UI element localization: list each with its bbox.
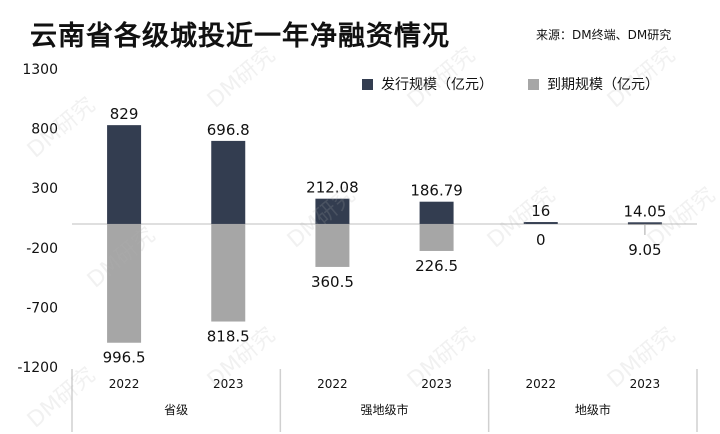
data-label-maturity: 0 bbox=[536, 231, 546, 249]
chart-title: 云南省各级城投近一年净融资情况 bbox=[30, 21, 450, 52]
data-label-issuance: 14.05 bbox=[623, 202, 666, 220]
y-tick-label: 1300 bbox=[22, 62, 58, 78]
data-label-maturity: 360.5 bbox=[311, 273, 354, 291]
x-tick-label: 2023 bbox=[630, 377, 661, 391]
bar-issuance bbox=[627, 222, 662, 224]
x-tick-label: 2022 bbox=[525, 377, 556, 391]
bar-maturity bbox=[315, 223, 350, 267]
legend-maturity: 到期规模（亿元） bbox=[528, 74, 659, 94]
x-tick-label: 2023 bbox=[421, 377, 452, 391]
bar-issuance bbox=[211, 140, 246, 224]
bar-maturity bbox=[211, 223, 246, 322]
data-label-issuance: 212.08 bbox=[306, 179, 359, 197]
bar-issuance bbox=[419, 201, 454, 224]
bar-issuance bbox=[523, 222, 558, 224]
data-label-issuance: 16 bbox=[531, 202, 550, 220]
data-label-maturity: 996.5 bbox=[103, 349, 146, 367]
bar-issuance bbox=[315, 198, 350, 224]
x-tick-label: 2023 bbox=[213, 377, 244, 391]
data-label-issuance: 696.8 bbox=[207, 121, 250, 139]
group-label: 强地级市 bbox=[360, 402, 408, 417]
data-label-issuance: 186.79 bbox=[410, 182, 463, 200]
y-tick-label: 800 bbox=[31, 122, 58, 138]
x-tick-label: 2022 bbox=[109, 377, 140, 391]
group-label: 地级市 bbox=[575, 402, 611, 417]
legend-swatch-maturity bbox=[528, 78, 539, 90]
bar-maturity bbox=[107, 223, 142, 343]
group-label: 省级 bbox=[164, 403, 188, 417]
y-tick-label: -1200 bbox=[17, 360, 58, 376]
y-tick-label: 300 bbox=[31, 181, 58, 197]
legend-issuance: 发行规模（亿元） bbox=[362, 74, 493, 94]
data-label-maturity: 818.5 bbox=[207, 328, 250, 346]
legend-label-maturity: 到期规模（亿元） bbox=[547, 77, 659, 93]
legend-swatch-issuance bbox=[362, 78, 373, 90]
bar-maturity bbox=[419, 223, 454, 251]
y-tick-label: -200 bbox=[26, 241, 58, 257]
data-label-maturity: 226.5 bbox=[415, 257, 458, 275]
source-note: 来源：DM终端、DM研究 bbox=[536, 28, 672, 42]
x-tick-label: 2022 bbox=[317, 377, 348, 391]
data-label-maturity: 9.05 bbox=[628, 241, 661, 259]
y-tick-label: -700 bbox=[26, 300, 58, 316]
data-label-issuance: 829 bbox=[110, 105, 139, 123]
bar-issuance bbox=[107, 125, 142, 224]
legend-label-issuance: 发行规模（亿元） bbox=[381, 77, 493, 93]
